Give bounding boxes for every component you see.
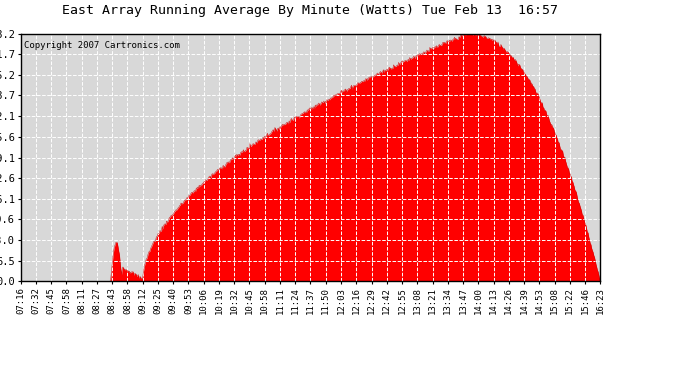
Text: East Array Running Average By Minute (Watts) Tue Feb 13  16:57: East Array Running Average By Minute (Wa… xyxy=(63,4,558,17)
Text: Copyright 2007 Cartronics.com: Copyright 2007 Cartronics.com xyxy=(23,41,179,50)
